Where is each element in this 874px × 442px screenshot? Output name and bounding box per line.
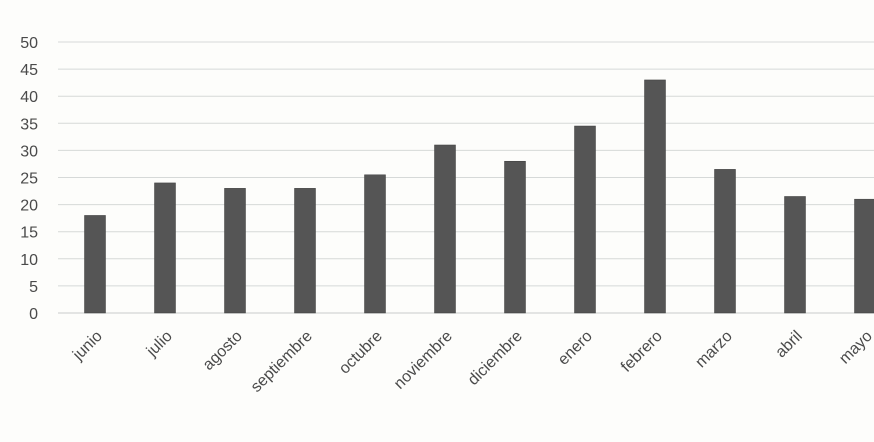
x-axis-ticks: junio julio agosto septiembre octubre noviemb… [69,328,874,396]
y-tick-label: 10 [20,252,38,269]
bar-diciembre [504,160,526,314]
grid-layer [58,41,874,314]
x-tick-label: mayo [836,328,874,368]
y-tick-label: 50 [20,35,38,52]
x-tick-label: noviembre [391,328,456,393]
y-axis-ticks: 0 5 10 15 20 25 30 35 40 45 50 [20,35,38,323]
bar-julio [154,182,176,314]
bar-layer [84,79,874,314]
bar-abril [784,196,806,314]
x-tick-label: diciembre [465,328,526,389]
bar-noviembre [434,144,456,314]
y-tick-label: 15 [20,225,38,242]
y-tick-label: 0 [29,306,38,323]
y-tick-label: 40 [20,89,38,106]
x-tick-label: agosto [200,328,246,374]
x-tick-label: abril [772,328,805,361]
x-tick-label: febrero [618,328,666,376]
y-tick-label: 30 [20,143,38,160]
bar-enero [574,125,596,314]
bar-febrero [644,79,666,314]
y-tick-label: 25 [20,171,38,188]
y-tick-label: 5 [29,279,38,296]
x-tick-label: septiembre [248,328,316,396]
bar-septiembre [294,188,316,314]
x-tick-label: marzo [692,328,736,372]
y-tick-label: 35 [20,116,38,133]
bar-agosto [224,188,246,314]
bar-octubre [364,174,386,314]
y-tick-label: 20 [20,198,38,215]
bar-marzo [714,169,736,314]
x-tick-label: julio [143,328,176,361]
x-tick-label: junio [69,328,106,365]
y-tick-label: 45 [20,62,38,79]
x-tick-label: octubre [336,328,386,378]
x-tick-label: enero [555,328,596,369]
bar-mayo [854,198,874,314]
bar-junio [84,215,106,314]
